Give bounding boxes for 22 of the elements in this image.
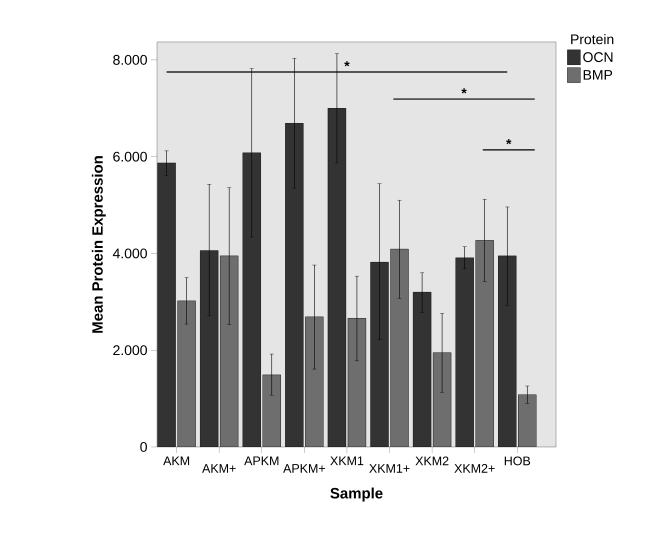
x-tick-label: XKM2+ [454, 464, 495, 473]
x-tick-label: HOB [504, 456, 530, 466]
x-tick-label: APKM [244, 456, 278, 466]
legend-label: BMP [584, 70, 612, 80]
y-tick-label: 2.000 [113, 345, 147, 356]
annotation: * [506, 139, 512, 144]
x-tick-label: AKM [163, 456, 190, 466]
x-tick-label: XKM1+ [369, 464, 410, 473]
y-tick-label: 0 [140, 442, 147, 452]
x-axis-title: Sample [330, 488, 383, 502]
y-tick-label: 6.000 [113, 152, 147, 162]
x-tick-label: AKM+ [202, 464, 236, 473]
annotation: * [461, 88, 467, 94]
y-tick-label: 8.000 [113, 54, 147, 65]
x-tick-label: APKM+ [283, 464, 326, 473]
y-axis-title: Mean Protein Expression [92, 156, 106, 333]
legend-label: OCN [583, 52, 612, 62]
annotation: * [344, 61, 350, 66]
legend-title: Protein [571, 34, 614, 44]
x-tick-label: XKM1 [330, 456, 364, 466]
x-tick-label: XKM2 [415, 456, 448, 466]
y-tick-label: 4.000 [112, 248, 147, 258]
